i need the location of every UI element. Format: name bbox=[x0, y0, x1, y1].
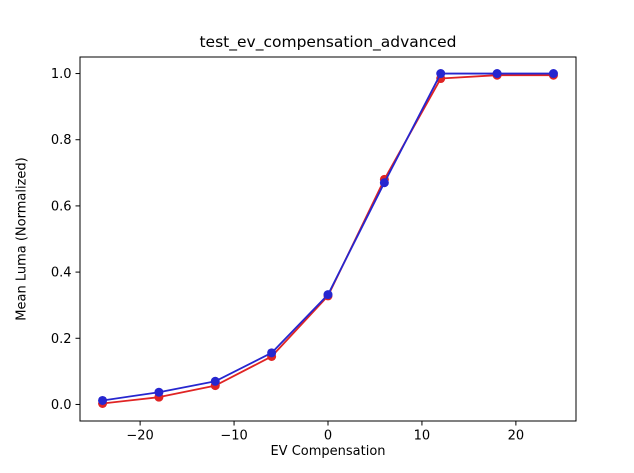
y-axis-label: Mean Luma (Normalized) bbox=[14, 157, 30, 321]
axes-spines bbox=[79, 56, 577, 422]
x-tick-label: 10 bbox=[414, 429, 431, 444]
blue-series-marker bbox=[267, 348, 277, 358]
blue-series-line bbox=[101, 72, 555, 402]
blue-series-marker bbox=[154, 387, 164, 397]
x-tick-label: −10 bbox=[220, 429, 247, 444]
x-tick-label: 0 bbox=[324, 429, 332, 444]
chart-title: test_ev_compensation_advanced bbox=[199, 33, 457, 51]
x-tick-label: 20 bbox=[508, 429, 525, 444]
y-tick-label: 0.2 bbox=[51, 332, 72, 347]
x-axis-label: EV Compensation bbox=[270, 444, 386, 459]
y-tick-label: 0.8 bbox=[51, 133, 72, 148]
blue-series-marker bbox=[323, 290, 333, 300]
red-series-line bbox=[101, 74, 555, 405]
y-tick-label: 1.0 bbox=[51, 67, 72, 82]
y-tick-label: 0.6 bbox=[51, 199, 72, 214]
blue-series-marker bbox=[548, 69, 558, 79]
blue-series-marker bbox=[210, 376, 220, 386]
y-tick-label: 0.4 bbox=[51, 266, 72, 281]
blue-series-marker bbox=[492, 69, 502, 79]
blue-series-marker bbox=[379, 178, 389, 188]
x-tick-label: −20 bbox=[126, 429, 153, 444]
blue-series-marker bbox=[98, 395, 108, 405]
y-tick-label: 0.0 bbox=[51, 398, 72, 413]
blue-series-marker bbox=[436, 69, 446, 79]
